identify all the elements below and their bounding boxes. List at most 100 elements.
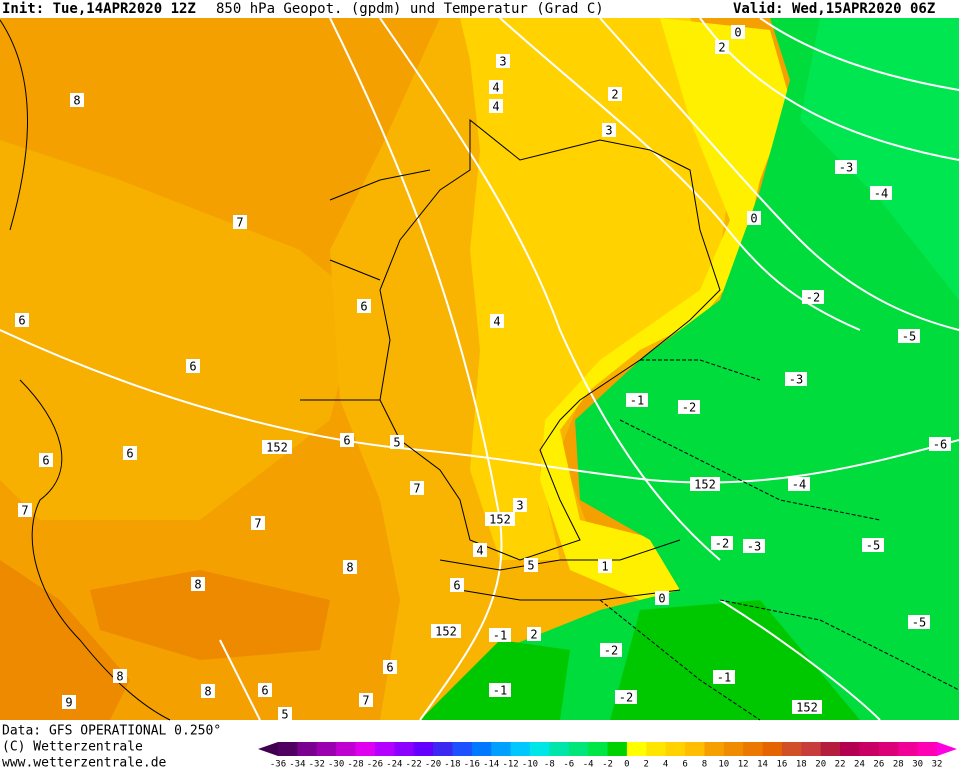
label-box [655,591,669,605]
colorbar-label: -24 [386,760,402,770]
temperature-field [420,18,959,720]
colorbar-swatch [297,742,318,756]
label-box [496,54,510,68]
colorbar: -36 -34 -32 -30 -28 -26 -24 -22 -20 -18 -16 -14 -12-… [258,742,957,770]
contour-label: 3 [499,55,506,69]
colorbar-label: 24 [854,760,865,770]
colorbar-label: -32 [309,760,325,770]
label-box [390,435,404,449]
label-box [602,123,616,137]
isoline [719,599,881,721]
colorbar-swatch [336,742,357,756]
colorbar-swatch [278,742,298,756]
colorbar-swatch [801,742,822,756]
contour-label: 2 [611,88,618,102]
colorbar-swatch [704,742,725,756]
colorbar-swatch [607,742,628,756]
contour-label: -5 [912,616,926,630]
website: www.wetterzentrale.de [2,756,167,771]
label-box [258,683,272,697]
temperature-field [800,18,959,300]
isoline [219,639,261,721]
colorbar-label: 32 [932,760,943,770]
isoline [0,329,959,484]
label-box [626,393,648,407]
colorbar-label: 8 [702,760,707,770]
contour-label: 6 [42,454,49,468]
colorbar-label: 10 [718,760,729,770]
temperature-field [610,600,860,720]
label-box [431,624,461,638]
label-box [123,446,137,460]
contour-label: 2 [530,628,537,642]
contour-label: 7 [21,504,28,518]
contour-label: 9 [65,696,72,710]
temperature-field [460,18,740,560]
label-box [62,695,76,709]
contour-label: 6 [189,360,196,374]
colorbar-swatch [510,742,531,756]
label-box [39,453,53,467]
map-title: 850 hPa Geopot. (gpdm) und Temperatur (G… [216,1,604,17]
contour-label: 7 [413,482,420,496]
contour-label: 152 [489,513,511,527]
contour-label: 8 [346,561,353,575]
colorbar-label: -14 [483,760,499,770]
colorbar-swatch [762,742,783,756]
colorbar-swatch [588,742,608,756]
colorbar-label: 30 [912,760,923,770]
contour-label: -2 [619,691,633,705]
contour-label: -3 [747,540,761,554]
colorbar-label: 18 [796,760,807,770]
isoline [599,17,959,331]
colorbar-label: -22 [406,760,422,770]
label-box [340,433,354,447]
colorbar-swatch [433,742,453,756]
colorbar-swatch [374,742,395,756]
contour-label: -1 [630,394,644,408]
contour-label: 152 [694,478,716,492]
colorbar-label: -2 [602,760,613,770]
contour-label: 7 [254,517,261,531]
colorbar-swatch [917,742,938,756]
label-box [524,558,538,572]
label-box [490,314,504,328]
colorbar-swatch [781,742,802,756]
contour-label: -5 [866,539,880,553]
label-box [489,99,503,113]
label-box [489,683,511,697]
contour-label: 4 [476,544,483,558]
contour-label: 8 [194,578,201,592]
label-box [278,707,292,721]
label-box [785,372,807,386]
temperature-field [0,560,130,720]
temperature-field [420,640,570,720]
contour-label: 0 [658,592,665,606]
contour-label: -2 [604,644,618,658]
contour-label: 6 [18,314,25,328]
border [300,169,681,601]
contour-label: 5 [281,708,288,722]
colorbar-swatch [394,742,415,756]
label-box [262,440,292,454]
valid-time: Valid: Wed,15APR2020 06Z [733,1,935,17]
contour-label: -2 [806,291,820,305]
colorbar-swatch [820,742,841,756]
contour-label: 7 [362,694,369,708]
colorbar-label: -34 [289,760,305,770]
label-box [383,660,397,674]
label-box [186,359,200,373]
colorbar-swatch [646,742,667,756]
label-box [201,684,215,698]
colorbar-label: -20 [425,760,441,770]
label-box [18,503,32,517]
border [599,359,959,721]
colorbar-label: -6 [563,760,574,770]
contour-label: 4 [493,315,500,329]
contour-label: -5 [902,330,916,344]
contour-label: 0 [734,26,741,40]
isoline [759,17,959,91]
contour-label: -1 [493,629,507,643]
